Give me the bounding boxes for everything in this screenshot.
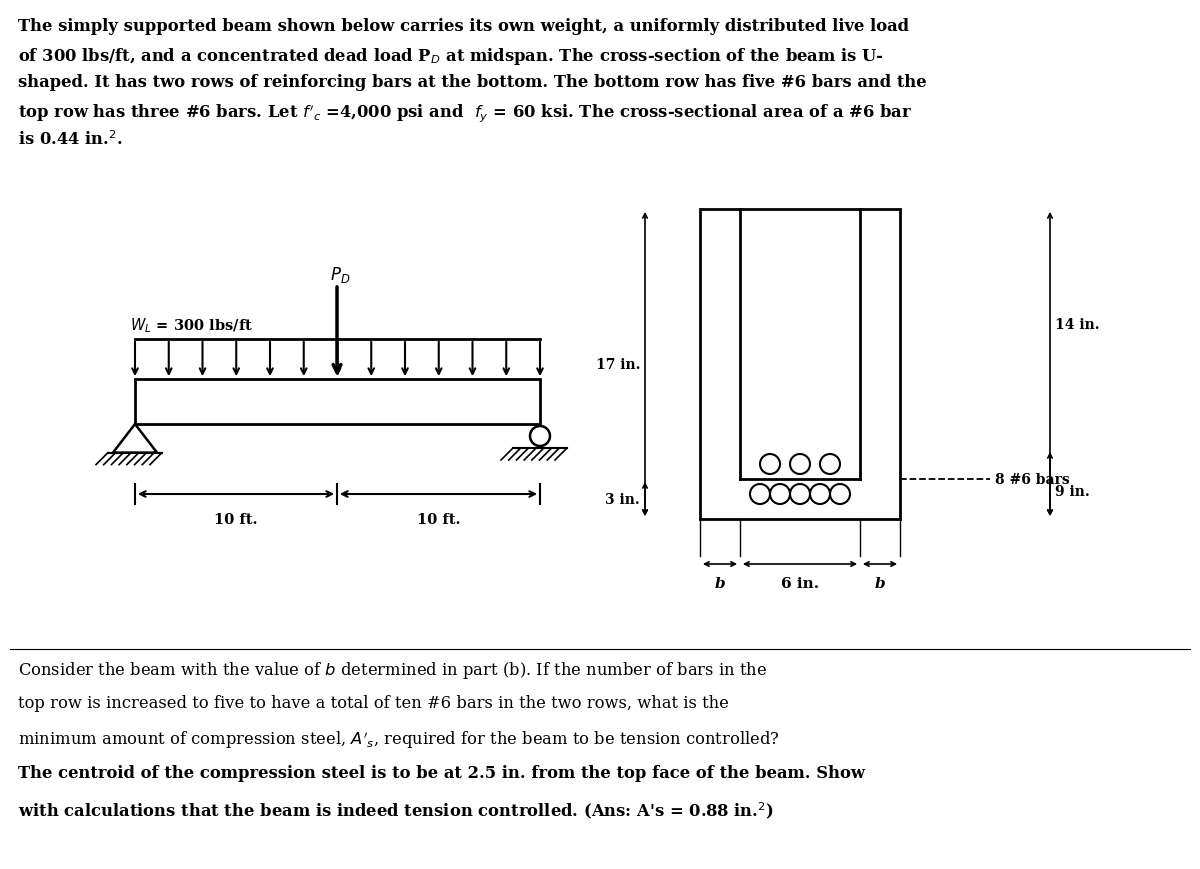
Text: of 300 lbs/ft, and a concentrated dead load P$_D$ at midspan. The cross-section : of 300 lbs/ft, and a concentrated dead l… (18, 46, 884, 67)
Text: 3 in.: 3 in. (605, 493, 640, 507)
Text: 8 #6 bars: 8 #6 bars (995, 473, 1069, 487)
Text: Consider the beam with the value of $b$ determined in part (b). If the number of: Consider the beam with the value of $b$ … (18, 660, 767, 680)
Text: 10 ft.: 10 ft. (416, 513, 461, 527)
FancyBboxPatch shape (134, 380, 540, 425)
Text: top row is increased to five to have a total of ten #6 bars in the two rows, wha: top row is increased to five to have a t… (18, 694, 728, 711)
Text: 14 in.: 14 in. (1055, 318, 1099, 332)
Text: The centroid of the compression steel is to be at 2.5 in. from the top face of t: The centroid of the compression steel is… (18, 764, 865, 781)
Text: minimum amount of compression steel, $A'_s$, required for the beam to be tension: minimum amount of compression steel, $A'… (18, 729, 780, 751)
Text: The simply supported beam shown below carries its own weight, a uniformly distri: The simply supported beam shown below ca… (18, 18, 910, 35)
Text: $W_L$ = 300 lbs/ft: $W_L$ = 300 lbs/ft (130, 316, 253, 335)
Text: 9 in.: 9 in. (1055, 485, 1090, 499)
Text: 10 ft.: 10 ft. (215, 513, 258, 527)
Text: is 0.44 in.$^2$.: is 0.44 in.$^2$. (18, 129, 122, 149)
Text: b: b (715, 576, 725, 590)
Text: $P_D$: $P_D$ (330, 265, 350, 285)
Text: with calculations that the beam is indeed tension controlled. (Ans: A's = 0.88 i: with calculations that the beam is indee… (18, 799, 774, 820)
Text: b: b (875, 576, 886, 590)
Text: shaped. It has two rows of reinforcing bars at the bottom. The bottom row has fi: shaped. It has two rows of reinforcing b… (18, 74, 926, 91)
Text: 6 in.: 6 in. (781, 576, 820, 590)
Text: top row has three #6 bars. Let $f'_c$ =4,000 psi and  $f_y$ = 60 ksi. The cross-: top row has three #6 bars. Let $f'_c$ =4… (18, 102, 912, 123)
Text: 17 in.: 17 in. (595, 357, 640, 372)
